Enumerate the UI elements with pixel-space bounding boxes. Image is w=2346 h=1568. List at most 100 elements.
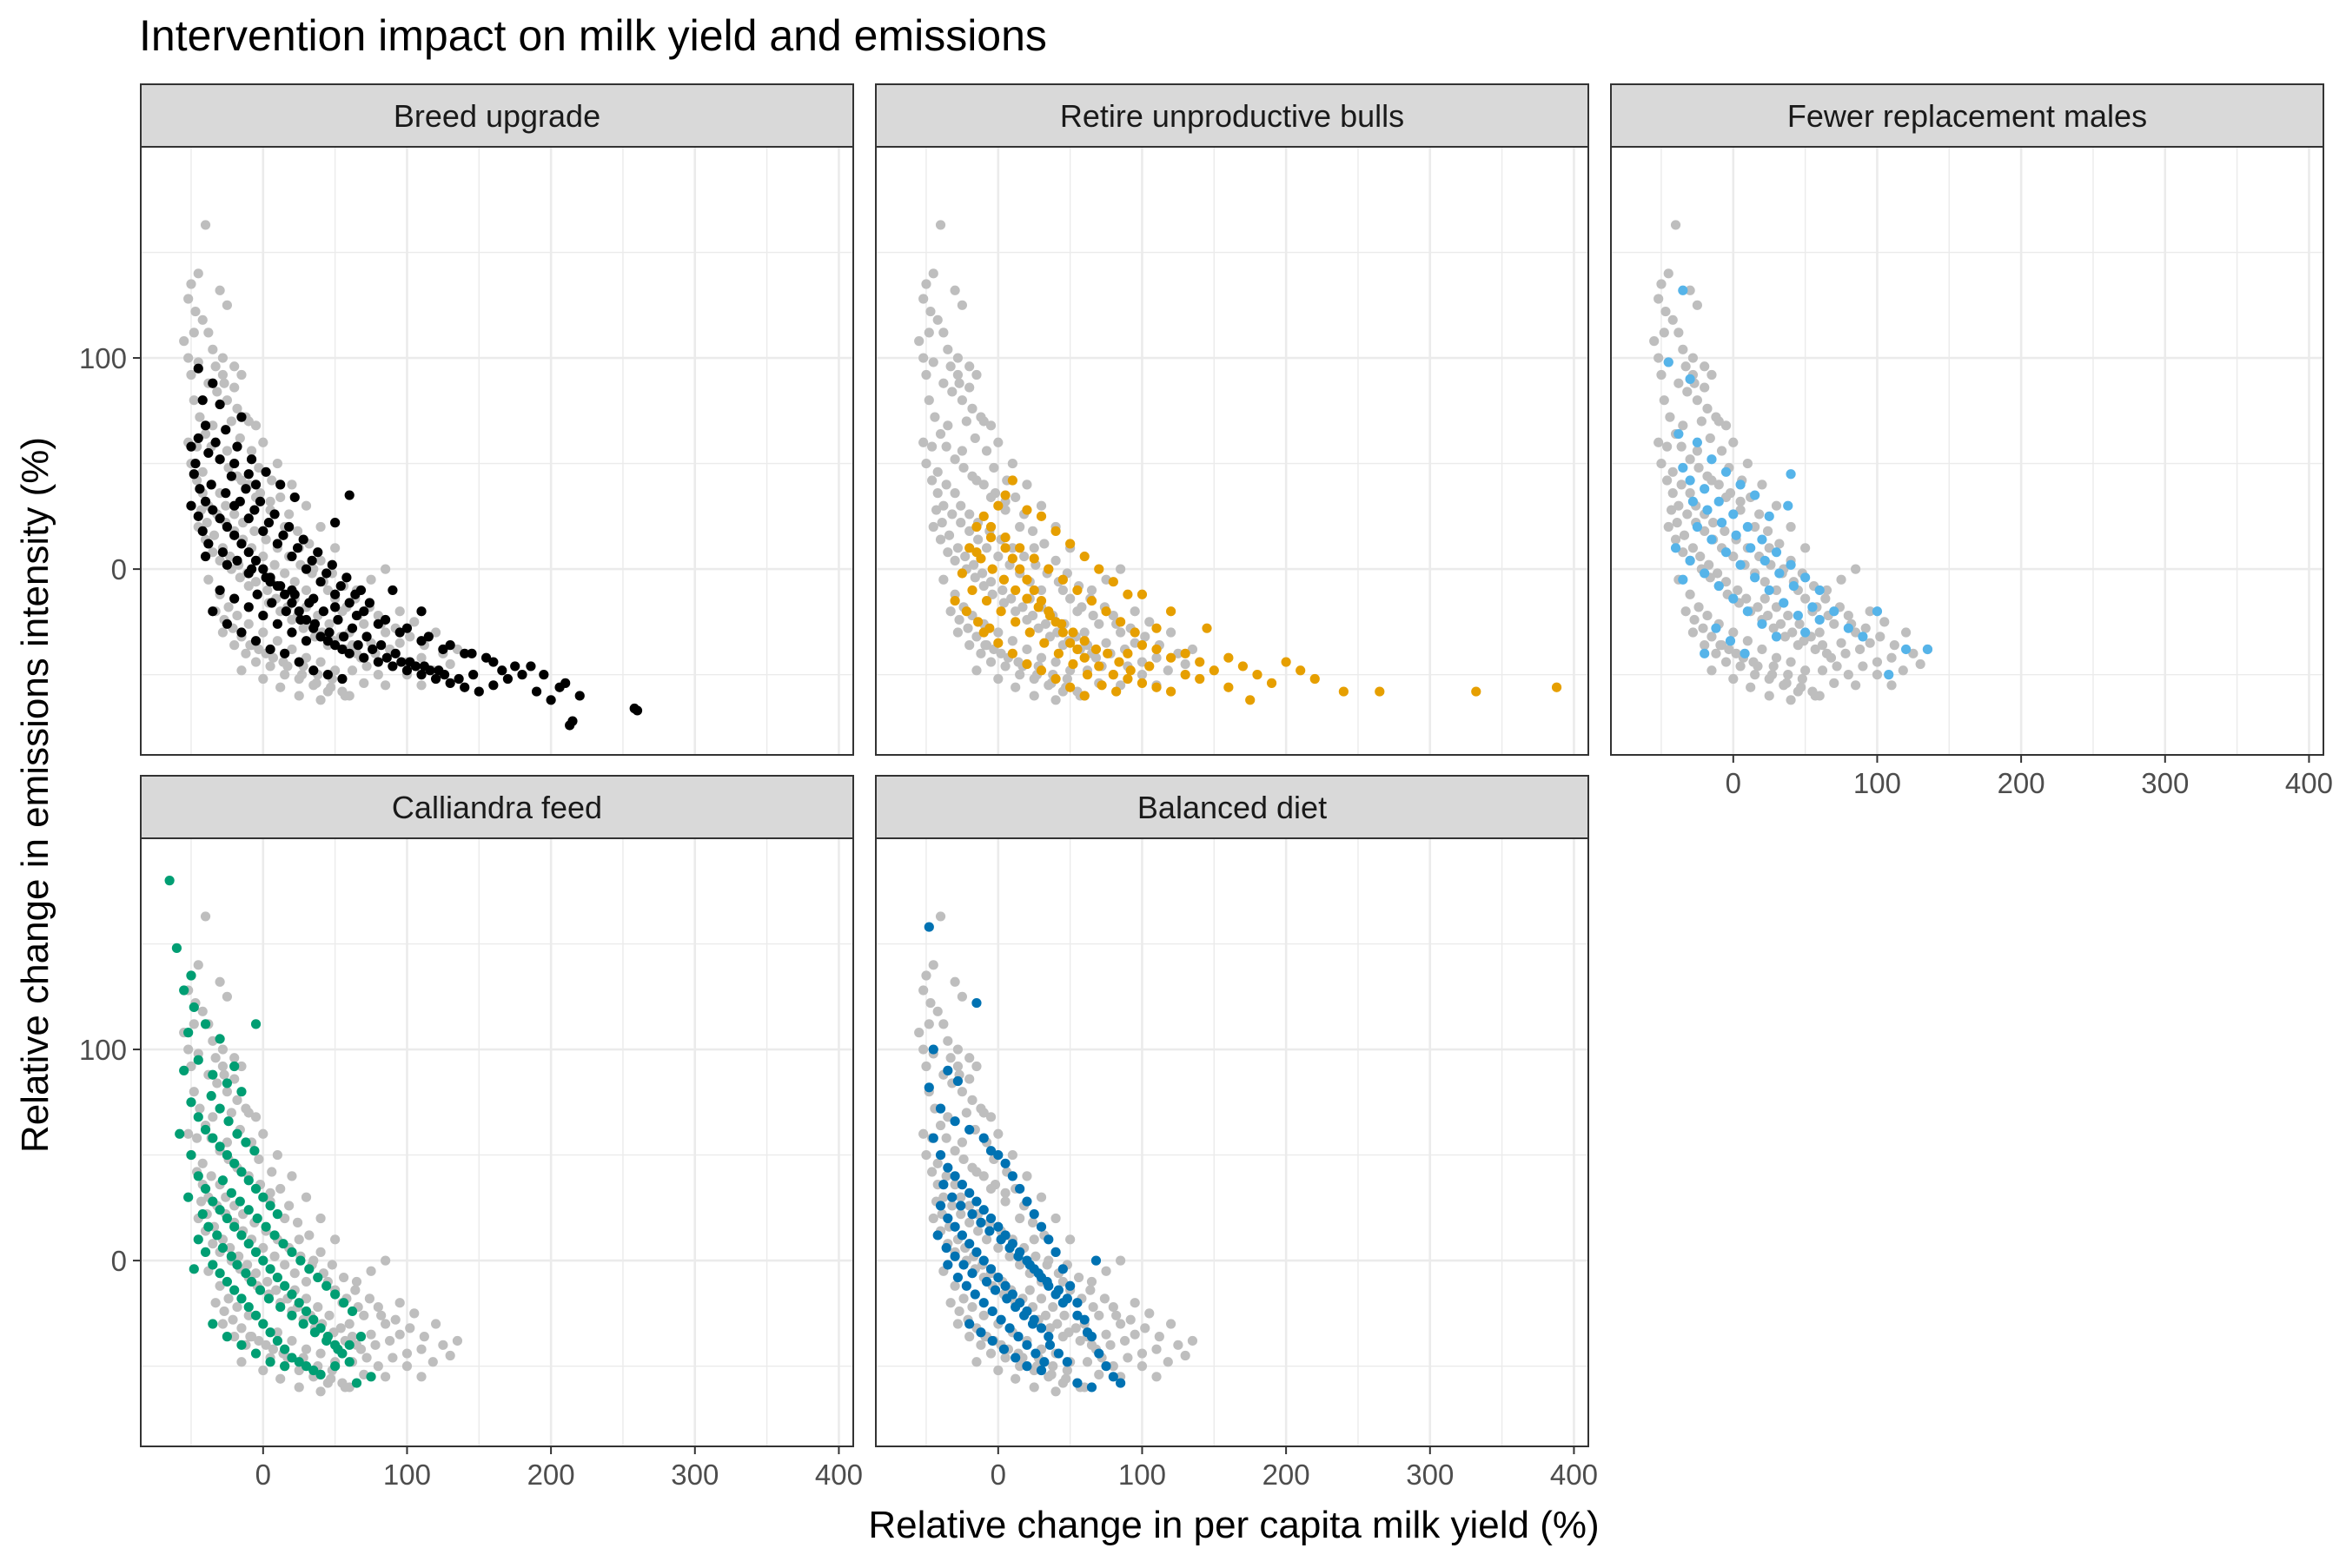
background-point (1011, 492, 1021, 503)
data-point (183, 1028, 194, 1038)
background-point (232, 1301, 242, 1313)
data-point (1884, 670, 1894, 680)
data-point (351, 1378, 362, 1388)
data-point (1079, 636, 1090, 646)
data-point (278, 1239, 288, 1249)
background-point (1130, 1298, 1140, 1308)
background-point (1746, 682, 1756, 692)
background-point (1082, 1357, 1093, 1367)
background-point (359, 1310, 369, 1320)
background-point (1720, 492, 1732, 503)
background-point (952, 1319, 964, 1329)
background-point (280, 1260, 290, 1270)
background-point (952, 627, 964, 638)
background-point (1036, 500, 1047, 511)
data-point (1094, 1348, 1104, 1359)
background-point (1015, 521, 1025, 533)
background-point (1678, 344, 1688, 354)
data-point (1072, 644, 1083, 655)
background-point (327, 1260, 337, 1270)
background-point (338, 1272, 349, 1283)
background-point (1653, 294, 1664, 304)
background-point (384, 1335, 395, 1346)
data-point (208, 505, 218, 515)
data-point (186, 1097, 196, 1108)
background-point (1678, 547, 1688, 558)
data-point (243, 547, 254, 558)
background-point (932, 1006, 943, 1016)
background-point (373, 610, 383, 621)
background-point (269, 1251, 280, 1261)
background-point (997, 585, 1008, 596)
background-point (1027, 526, 1038, 536)
background-point (1667, 488, 1678, 499)
data-point (222, 1078, 232, 1088)
data-point (1011, 1353, 1021, 1363)
background-point (1015, 1260, 1025, 1270)
background-point (993, 437, 1004, 447)
data-point (229, 530, 240, 540)
background-point (1706, 665, 1717, 676)
background-point (280, 568, 290, 579)
background-point (301, 1276, 312, 1287)
data-point (1022, 574, 1032, 585)
data-point (215, 454, 225, 465)
data-point (964, 1239, 975, 1249)
background-point (921, 369, 931, 380)
background-point (275, 682, 286, 692)
background-point (925, 306, 936, 317)
data-point (229, 1285, 240, 1295)
background-point (322, 585, 333, 596)
data-point (313, 547, 323, 558)
data-point (222, 1332, 232, 1342)
data-point (236, 539, 247, 549)
data-point (272, 1209, 282, 1220)
background-point (1101, 1329, 1111, 1340)
background-point (1123, 1353, 1133, 1363)
background-point (1687, 353, 1699, 363)
background-point (985, 577, 997, 587)
data-point (454, 673, 464, 685)
background-point (427, 1357, 438, 1367)
background-point (1672, 518, 1682, 528)
data-point (1072, 1298, 1083, 1308)
background-point (971, 1357, 982, 1367)
data-point (250, 1247, 262, 1257)
data-point (250, 1183, 262, 1194)
data-point (190, 458, 201, 469)
data-point (364, 598, 374, 608)
data-point (250, 636, 262, 646)
data-point (229, 1158, 240, 1168)
background-point (262, 1276, 273, 1287)
x-tick-label: 200 (1998, 767, 2045, 799)
data-point (388, 661, 398, 672)
data-point (1007, 1171, 1017, 1181)
data-point (246, 454, 257, 465)
data-point (287, 1353, 297, 1363)
series-points (950, 475, 1562, 705)
data-point (265, 644, 275, 655)
background-point (954, 378, 964, 388)
background-point (186, 369, 196, 380)
background-point (952, 543, 964, 553)
background-point (976, 1340, 986, 1350)
background-point (1685, 589, 1695, 599)
background-point (945, 1298, 956, 1308)
background-point (1750, 521, 1760, 533)
background-point (1858, 661, 1868, 672)
background-point (355, 1344, 367, 1354)
background-point (287, 1335, 297, 1346)
data-point (1007, 553, 1017, 564)
background-point (1786, 521, 1796, 533)
data-point (186, 1149, 196, 1161)
background-point (215, 555, 225, 566)
data-point (1027, 1319, 1038, 1329)
data-point (1057, 574, 1068, 585)
background-point (1762, 610, 1773, 621)
data-point (1072, 1310, 1083, 1320)
background-point (1829, 678, 1839, 688)
background-point (1760, 593, 1770, 604)
background-point (1019, 551, 1030, 562)
data-point (315, 577, 326, 587)
background-point (1679, 530, 1690, 540)
